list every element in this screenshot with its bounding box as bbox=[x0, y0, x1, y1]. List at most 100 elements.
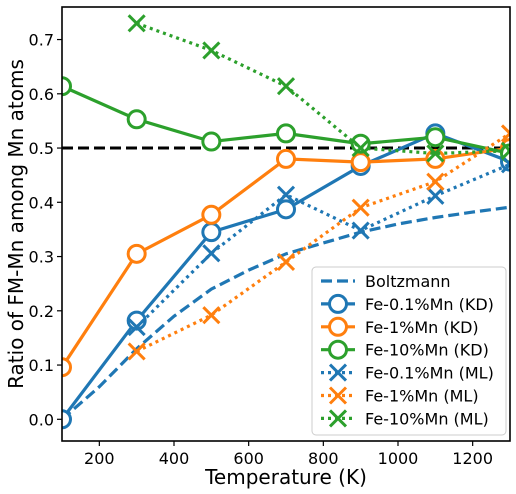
data-point-1-0 bbox=[62, 409, 72, 430]
data-point-6-4-stroke-b bbox=[426, 144, 445, 163]
data-point-5-5 bbox=[500, 124, 510, 143]
axis-ticks: 200 400 600 800 1000 1200 0.0 0.1 0.2 0.3 0.4 0.5 0.… bbox=[29, 31, 493, 468]
data-point-5-2 bbox=[276, 252, 296, 272]
data-point-3-3 bbox=[276, 123, 296, 144]
data-point-6-0-stroke-b bbox=[127, 14, 146, 33]
data-point-3-4 bbox=[350, 133, 371, 154]
legend-item-4: Fe-0.1%Mn (ML) bbox=[321, 363, 494, 383]
data-point-5-1-stroke-b bbox=[202, 306, 221, 325]
data-point-4-3-stroke-b bbox=[351, 221, 370, 240]
data-point-4-3 bbox=[351, 221, 370, 240]
data-point-4-2-stroke-b bbox=[276, 185, 296, 204]
legend-label-0: Boltzmann bbox=[365, 272, 451, 291]
legend-marker-4-stroke-b bbox=[328, 363, 348, 382]
legend-marker-6-stroke-b bbox=[328, 409, 348, 428]
y-tick-label-3: 0.3 bbox=[29, 248, 54, 267]
legend-item-3: Fe-10%Mn (KD) bbox=[321, 339, 489, 360]
data-point-3-2 bbox=[201, 131, 222, 152]
data-point-2-4 bbox=[350, 152, 371, 173]
legend-label-1: Fe-0.1%Mn (KD) bbox=[365, 295, 494, 314]
data-point-3-5 bbox=[425, 127, 446, 148]
x-tick-label-2: 600 bbox=[233, 449, 264, 468]
data-point-6-2-stroke-b bbox=[276, 77, 296, 96]
x-tick-label-5: 1200 bbox=[452, 449, 493, 468]
data-point-1-2 bbox=[201, 222, 222, 243]
y-tick-label-2: 0.2 bbox=[29, 302, 54, 321]
legend-label-5: Fe-1%Mn (ML) bbox=[365, 387, 479, 406]
series-line-6 bbox=[136, 21, 510, 156]
data-point-4-0 bbox=[127, 318, 146, 337]
legend-marker-4 bbox=[328, 363, 348, 382]
legend-marker-3 bbox=[328, 339, 348, 360]
data-point-2-1 bbox=[126, 243, 147, 264]
series-6 bbox=[127, 14, 510, 163]
data-point-6-3 bbox=[351, 138, 370, 158]
x-tick-label-1: 400 bbox=[159, 449, 190, 468]
y-tick-label-0: 0.0 bbox=[29, 410, 54, 429]
data-point-6-2 bbox=[276, 77, 296, 96]
data-point-5-1 bbox=[202, 306, 221, 325]
series-5 bbox=[127, 124, 510, 361]
legend-marker-2 bbox=[328, 316, 348, 337]
data-point-4-0-stroke-b bbox=[127, 318, 146, 337]
y-tick-label-6: 0.6 bbox=[29, 85, 54, 104]
data-point-2-3 bbox=[276, 148, 296, 169]
y-tick-label-7: 0.7 bbox=[29, 31, 54, 50]
data-point-4-1-stroke-b bbox=[202, 244, 221, 263]
data-point-6-1 bbox=[202, 41, 221, 60]
data-point-5-4 bbox=[426, 172, 445, 191]
plot-frame bbox=[61, 6, 511, 442]
legend-box bbox=[311, 266, 507, 436]
x-tick-label-3: 800 bbox=[308, 449, 339, 468]
legend-marker-5 bbox=[328, 386, 348, 405]
data-point-4-5-stroke-b bbox=[500, 162, 510, 174]
data-point-5-2-stroke-b bbox=[276, 252, 296, 272]
data-point-1-3 bbox=[276, 199, 296, 220]
legend-marker-1 bbox=[328, 293, 348, 314]
data-point-4-4-stroke-b bbox=[426, 186, 445, 205]
y-axis-label: Ratio of FM-Mn among Mn atoms bbox=[4, 59, 28, 389]
data-point-4-2 bbox=[276, 185, 296, 204]
legend-item-0: Boltzmann bbox=[321, 272, 451, 291]
data-point-4-5-stroke-a bbox=[500, 155, 510, 167]
data-point-5-3 bbox=[351, 198, 370, 217]
data-point-6-5 bbox=[500, 141, 510, 160]
data-point-3-1 bbox=[126, 109, 147, 130]
data-point-4-1 bbox=[202, 244, 221, 263]
data-point-5-3-stroke-b bbox=[351, 198, 370, 217]
series-line-0 bbox=[62, 205, 510, 421]
data-point-6-5-stroke-a bbox=[500, 141, 510, 153]
legend-label-3: Fe-10%Mn (KD) bbox=[365, 341, 489, 360]
data-point-6-5-stroke-b bbox=[500, 148, 510, 160]
data-point-4-5 bbox=[500, 155, 510, 174]
data-point-2-2 bbox=[201, 204, 222, 225]
data-point-3-0 bbox=[62, 76, 72, 97]
legend-item-2: Fe-1%Mn (KD) bbox=[321, 316, 479, 337]
legend-marker-5-stroke-b bbox=[328, 386, 348, 405]
data-point-6-1-stroke-b bbox=[202, 41, 221, 60]
plot-area bbox=[61, 6, 511, 442]
legend-label-6: Fe-10%Mn (ML) bbox=[365, 409, 489, 428]
data-point-5-5-stroke-a bbox=[500, 124, 510, 136]
series-0 bbox=[62, 205, 510, 421]
data-point-6-3-stroke-b bbox=[351, 138, 370, 158]
y-tick-label-5: 0.5 bbox=[29, 139, 54, 158]
data-point-5-5-stroke-b bbox=[500, 131, 510, 143]
legend-marker-6 bbox=[328, 409, 348, 428]
data-point-6-4 bbox=[426, 144, 445, 163]
x-tick-label-4: 1000 bbox=[378, 449, 419, 468]
data-point-5-4-stroke-b bbox=[426, 172, 445, 191]
data-point-2-0 bbox=[62, 357, 72, 378]
data-point-6-0 bbox=[127, 14, 146, 33]
legend-label-2: Fe-1%Mn (KD) bbox=[365, 318, 479, 337]
data-point-5-0-stroke-b bbox=[127, 342, 146, 361]
data-point-4-4 bbox=[426, 186, 445, 205]
legend: Boltzmann Fe-0.1%Mn (KD) Fe-1%Mn (KD) Fe-10… bbox=[311, 266, 507, 436]
y-tick-label-4: 0.4 bbox=[29, 193, 54, 212]
data-point-5-0 bbox=[127, 342, 146, 361]
x-tick-label-0: 200 bbox=[84, 449, 115, 468]
series-group bbox=[62, 14, 510, 430]
y-tick-label-1: 0.1 bbox=[29, 356, 54, 375]
legend-item-6: Fe-10%Mn (ML) bbox=[321, 409, 489, 428]
